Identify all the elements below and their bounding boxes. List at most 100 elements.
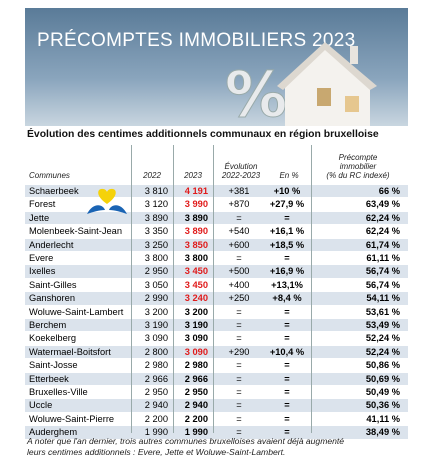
- table-cell: 54,11 %: [366, 293, 400, 304]
- table-cell: 2 990: [144, 293, 168, 304]
- table-cell: =: [236, 373, 242, 384]
- table-cell: 3 240: [184, 293, 208, 304]
- table-row: Koekelberg 3 090 3 090 = = 52,24 %: [25, 331, 408, 344]
- table-cell: 2 950: [184, 387, 208, 397]
- commune-name: Berchem: [29, 320, 67, 330]
- commune-name: Schaerbeek: [29, 186, 79, 196]
- table-cell: +500: [228, 266, 250, 277]
- table-cell: +400: [228, 279, 250, 290]
- table-cell: 3 890: [184, 226, 208, 237]
- table-cell: 2 950: [144, 266, 168, 277]
- table-cell: 4 191: [184, 186, 208, 196]
- table-cell: +27,9 %: [269, 199, 305, 210]
- table-cell: 50,36 %: [365, 400, 400, 411]
- table-cell: +10,4 %: [269, 346, 305, 357]
- table-cell: +18,5 %: [269, 239, 305, 250]
- table-cell: =: [236, 400, 242, 411]
- table-cell: 3 890: [184, 212, 208, 223]
- commune-name: Evere: [29, 253, 54, 263]
- table-cell: +600: [228, 239, 250, 250]
- column-header: Évolution 2022-2023: [214, 162, 268, 180]
- table-row: Auderghem 1 990 1 990 = = 38,49 %: [25, 425, 408, 439]
- commune-name: Saint-Gilles: [29, 279, 77, 290]
- table-cell: 3 200: [144, 306, 168, 317]
- table-cell: =: [284, 373, 290, 384]
- commune-name: Ixelles: [29, 266, 56, 277]
- table-cell: 56,74 %: [365, 266, 400, 277]
- footnote: A noter que l'an dernier, trois autres c…: [27, 436, 344, 457]
- table-cell: 53,49 %: [365, 320, 400, 330]
- commune-name: Jette: [29, 212, 50, 223]
- header-title: PRÉCOMPTES IMMOBILIERS 2023: [37, 30, 356, 51]
- table-cell: 62,24 %: [365, 212, 400, 223]
- table-cell: =: [236, 253, 242, 263]
- table-row: Jette 3 890 3 890 = = 62,24 %: [25, 210, 408, 225]
- table-cell: 2 980: [184, 360, 208, 371]
- table-header: Communes 2022 2023 Évolution 2022-2023 En % Pr…: [25, 145, 408, 183]
- commune-name: Auderghem: [29, 427, 78, 438]
- table-cell: 3 250: [144, 239, 168, 250]
- column-header-line: Évolution: [224, 162, 258, 171]
- column-header: 2023: [174, 171, 212, 180]
- table-cell: =: [284, 253, 290, 263]
- table-cell: =: [284, 212, 290, 223]
- commune-name: Koekelberg: [29, 333, 77, 344]
- table-row: Saint-Josse 2 980 2 980 = = 50,86 %: [25, 358, 408, 371]
- table-cell: 3 450: [184, 266, 208, 277]
- table-row: Saint-Gilles 3 050 3 450 +400 +13,1% 56,74 %: [25, 277, 408, 291]
- table-cell: 2 800: [144, 346, 168, 357]
- column-header-line: Communes: [29, 171, 70, 180]
- table-cell: =: [236, 387, 242, 397]
- commune-name: Uccle: [29, 400, 53, 411]
- house-illustration: %: [225, 42, 377, 126]
- table-cell: 1 990: [144, 427, 168, 438]
- table-cell: 66 %: [378, 186, 400, 196]
- table-row: Uccle 2 940 2 940 = = 50,36 %: [25, 398, 408, 412]
- commune-name: Woluwe-Saint-Lambert: [29, 306, 124, 317]
- table-cell: =: [284, 427, 290, 438]
- table-cell: =: [284, 320, 290, 330]
- table-row: Anderlecht 3 250 3 850 +600 +18,5 % 61,74 %: [25, 237, 408, 251]
- table-cell: =: [236, 413, 242, 424]
- table-cell: =: [284, 360, 290, 371]
- column-divider: [131, 145, 132, 433]
- table-cell: =: [236, 320, 242, 330]
- table-cell: 3 120: [144, 199, 168, 210]
- footnote-line: A noter que l'an dernier, trois autres c…: [27, 436, 345, 446]
- table-row: Woluwe-Saint-Pierre 2 200 2 200 = = 41,11 %: [25, 411, 408, 425]
- column-header: Précompte immobilier (% du RC indexé): [312, 153, 404, 180]
- table-cell: =: [236, 427, 242, 438]
- house-window: [345, 96, 359, 112]
- table-cell: +290: [228, 346, 250, 357]
- table-cell: 41,11 %: [366, 413, 400, 424]
- table-cell: 38,49 %: [365, 427, 400, 438]
- column-header-line: (% du RC indexé): [326, 171, 390, 180]
- column-divider: [173, 145, 174, 433]
- column-divider: [311, 145, 312, 433]
- table-cell: =: [236, 333, 242, 344]
- table-cell: +10 %: [273, 186, 301, 196]
- table-cell: 2 200: [184, 413, 208, 424]
- table-row: Etterbeek 2 966 2 966 = = 50,69 %: [25, 371, 408, 385]
- commune-name: Saint-Josse: [29, 360, 78, 371]
- table-cell: 63,49 %: [365, 199, 400, 210]
- table-cell: 2 940: [184, 400, 208, 411]
- column-header-line: 2023: [184, 171, 202, 180]
- table-cell: 3 350: [144, 226, 168, 237]
- table-cell: 2 940: [144, 400, 168, 411]
- table-cell: 61,74 %: [365, 239, 400, 250]
- table-cell: =: [284, 387, 290, 397]
- table-row: Bruxelles-Ville 2 950 2 950 = = 50,49 %: [25, 385, 408, 398]
- house-roof: [277, 42, 377, 90]
- table-row: Ixelles 2 950 3 450 +500 +16,9 % 56,74 %: [25, 264, 408, 278]
- logo: [87, 188, 127, 214]
- table-cell: +250: [228, 293, 250, 304]
- table-row: Molenbeek-Saint-Jean 3 350 3 890 +540 +16,1 …: [25, 224, 408, 237]
- table-cell: 50,49 %: [365, 387, 400, 397]
- table-row: Berchem 3 190 3 190 = = 53,49 %: [25, 318, 408, 332]
- table-cell: 3 800: [184, 253, 208, 263]
- house-window: [317, 88, 331, 106]
- table-cell: 50,69 %: [365, 373, 400, 384]
- commune-name: Etterbeek: [29, 373, 69, 384]
